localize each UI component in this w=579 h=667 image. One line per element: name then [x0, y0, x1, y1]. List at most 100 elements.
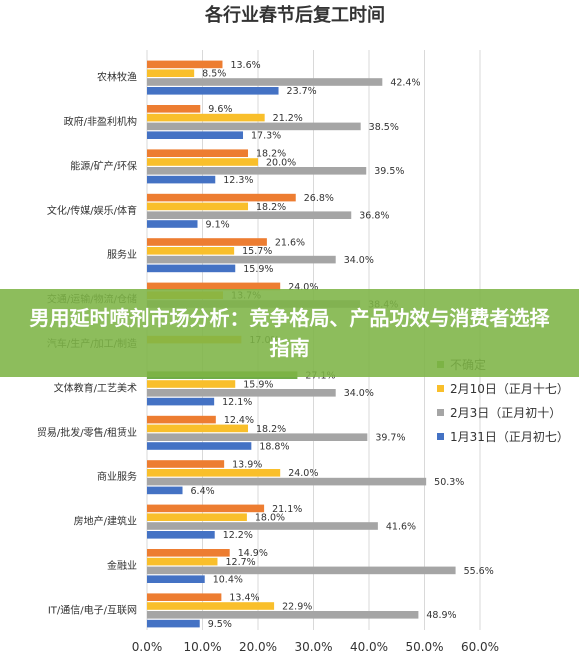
category-label: 金融业 — [107, 559, 137, 572]
bar — [147, 105, 201, 113]
data-label: 38.5% — [369, 122, 399, 133]
data-label: 21.2% — [273, 113, 303, 124]
category-label: 文体教育/工艺美术 — [54, 381, 137, 394]
x-tick-label: 50.0% — [405, 640, 443, 654]
category-label: 政府/非盈利机构 — [64, 115, 137, 128]
data-label: 42.4% — [390, 77, 420, 88]
bar — [147, 442, 252, 450]
data-label: 22.9% — [282, 601, 312, 612]
bar — [147, 255, 336, 264]
data-label: 39.5% — [374, 166, 404, 177]
bar — [147, 486, 183, 495]
data-label: 15.7% — [242, 246, 272, 257]
data-label: 24.0% — [288, 282, 318, 293]
bar — [147, 415, 216, 424]
bar — [147, 397, 215, 406]
bar — [147, 131, 244, 139]
x-tick-label: 60.0% — [461, 640, 499, 654]
bar — [147, 122, 361, 131]
data-label: 15.9% — [243, 264, 273, 275]
legend-swatch — [437, 385, 444, 392]
data-label: 39.7% — [375, 433, 405, 444]
data-label: 48.9% — [426, 610, 456, 621]
category-label: 农林牧渔 — [97, 71, 137, 84]
bar — [147, 113, 265, 122]
data-label: 34.0% — [344, 255, 374, 266]
data-label: 12.3% — [223, 175, 253, 186]
bar — [147, 522, 378, 530]
legend-label: 2月10日（正月十七） — [450, 382, 569, 396]
bar — [147, 220, 198, 228]
bar — [147, 531, 215, 539]
data-label: 50.3% — [434, 477, 464, 488]
bar — [147, 566, 456, 575]
data-label: 17.3% — [251, 131, 281, 142]
bar — [147, 593, 222, 601]
bar — [147, 158, 258, 166]
bar — [147, 167, 367, 175]
bar — [147, 87, 279, 95]
data-label: 13.9% — [232, 459, 262, 470]
x-tick-label: 0.0% — [132, 640, 163, 654]
bar — [147, 60, 223, 69]
data-label: 34.0% — [344, 388, 374, 399]
category-label: IT/通信/电子/互联网 — [48, 603, 137, 616]
bar — [147, 282, 281, 291]
data-label: 18.2% — [256, 149, 286, 160]
bar — [147, 424, 249, 433]
bar — [147, 549, 230, 557]
data-label: 14.9% — [238, 548, 268, 559]
overlay-banner: 男用延时喷剂市场分析：竞争格局、产品功效与消费者选择指南 — [0, 289, 579, 377]
data-label: 21.1% — [272, 504, 302, 515]
bar — [147, 513, 247, 521]
data-label: 18.0% — [255, 513, 285, 524]
data-label: 9.6% — [208, 104, 232, 115]
data-label: 26.8% — [304, 193, 334, 204]
data-label: 9.1% — [206, 219, 230, 230]
category-label: 房地产/建筑业 — [74, 515, 137, 528]
category-label: 文化/传媒/娱乐/体育 — [47, 204, 137, 217]
data-label: 36.8% — [359, 211, 389, 222]
category-label: 商业服务 — [97, 470, 137, 483]
category-label: 能源/矿产/环保 — [70, 159, 137, 172]
data-label: 18.8% — [259, 441, 289, 452]
banner-title: 男用延时喷剂市场分析：竞争格局、产品功效与消费者选择指南 — [29, 306, 550, 360]
bar — [147, 380, 236, 388]
bar — [147, 602, 275, 610]
bar — [147, 78, 383, 86]
bar — [147, 175, 216, 184]
bar — [147, 469, 281, 477]
data-label: 12.4% — [224, 415, 254, 426]
data-label: 20.0% — [266, 157, 296, 168]
bar — [147, 389, 336, 397]
data-label: 9.5% — [208, 619, 232, 630]
x-tick-label: 30.0% — [294, 640, 332, 654]
data-label: 24.0% — [288, 468, 318, 479]
legend-label: 2月3日（正月初十） — [450, 406, 561, 420]
data-label: 21.6% — [275, 237, 305, 248]
data-label: 13.6% — [230, 60, 260, 71]
x-tick-label: 20.0% — [239, 640, 277, 654]
bar — [147, 611, 419, 619]
bar — [147, 619, 200, 628]
data-label: 10.4% — [213, 575, 243, 586]
bar — [147, 211, 352, 219]
bar — [147, 264, 236, 273]
data-label: 18.2% — [256, 202, 286, 213]
bar — [147, 504, 265, 513]
data-label: 6.4% — [191, 486, 215, 497]
bar — [147, 247, 235, 255]
bar — [147, 69, 195, 77]
bar — [147, 477, 427, 486]
data-label: 12.2% — [223, 530, 253, 541]
bar — [147, 238, 267, 246]
bar — [147, 557, 218, 566]
category-label: 服务业 — [107, 248, 137, 261]
data-label: 15.9% — [243, 379, 273, 390]
data-label: 23.7% — [287, 86, 317, 97]
x-tick-label: 40.0% — [350, 640, 388, 654]
bar — [147, 202, 249, 211]
data-label: 13.4% — [229, 593, 259, 604]
bar — [147, 193, 296, 202]
bar — [147, 149, 249, 157]
